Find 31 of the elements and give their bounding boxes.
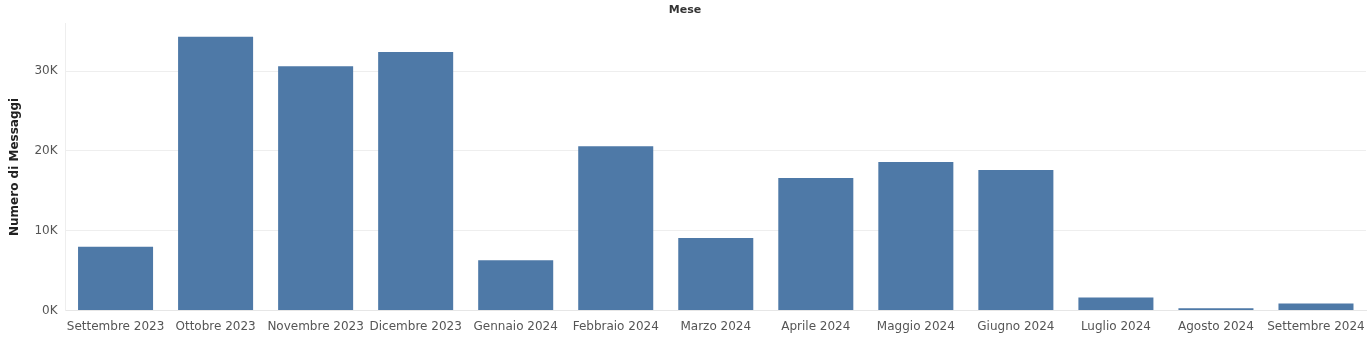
x-tick-label: Novembre 2023 (267, 318, 364, 333)
bar (878, 162, 954, 311)
x-tick-label: Ottobre 2023 (175, 318, 256, 333)
x-tick-label: Agosto 2024 (1178, 318, 1254, 333)
bar (78, 246, 154, 311)
y-tick-label: 30K (34, 63, 59, 78)
bar (978, 170, 1054, 311)
x-tick-label: Maggio 2024 (876, 318, 955, 333)
x-tick-label: Settembre 2023 (66, 318, 165, 333)
x-tick-label: Dicembre 2023 (369, 318, 462, 333)
y-tick-label: 20K (34, 143, 59, 158)
y-tick-label: 10K (34, 222, 59, 237)
x-tick-label: Luglio 2024 (1080, 318, 1151, 333)
bar (1278, 303, 1354, 311)
y-axis-title: Numero di Messaggi (7, 97, 22, 237)
bar (478, 260, 554, 311)
bar (678, 237, 754, 311)
bar (178, 36, 254, 311)
chart-title: Mese (668, 3, 702, 17)
y-tick-label: 0K (42, 302, 59, 317)
bar (578, 146, 654, 311)
x-tick-label: Aprile 2024 (781, 318, 851, 333)
bar (1078, 297, 1154, 311)
x-tick-label: Marzo 2024 (680, 318, 752, 333)
x-tick-label: Settembre 2024 (1267, 318, 1365, 333)
x-tick-label: Gennaio 2024 (473, 318, 558, 333)
bar (278, 66, 354, 311)
bar (778, 178, 854, 311)
x-tick-label: Giugno 2024 (977, 318, 1055, 333)
x-tick-label: Febbraio 2024 (572, 318, 659, 333)
bar (378, 51, 454, 311)
